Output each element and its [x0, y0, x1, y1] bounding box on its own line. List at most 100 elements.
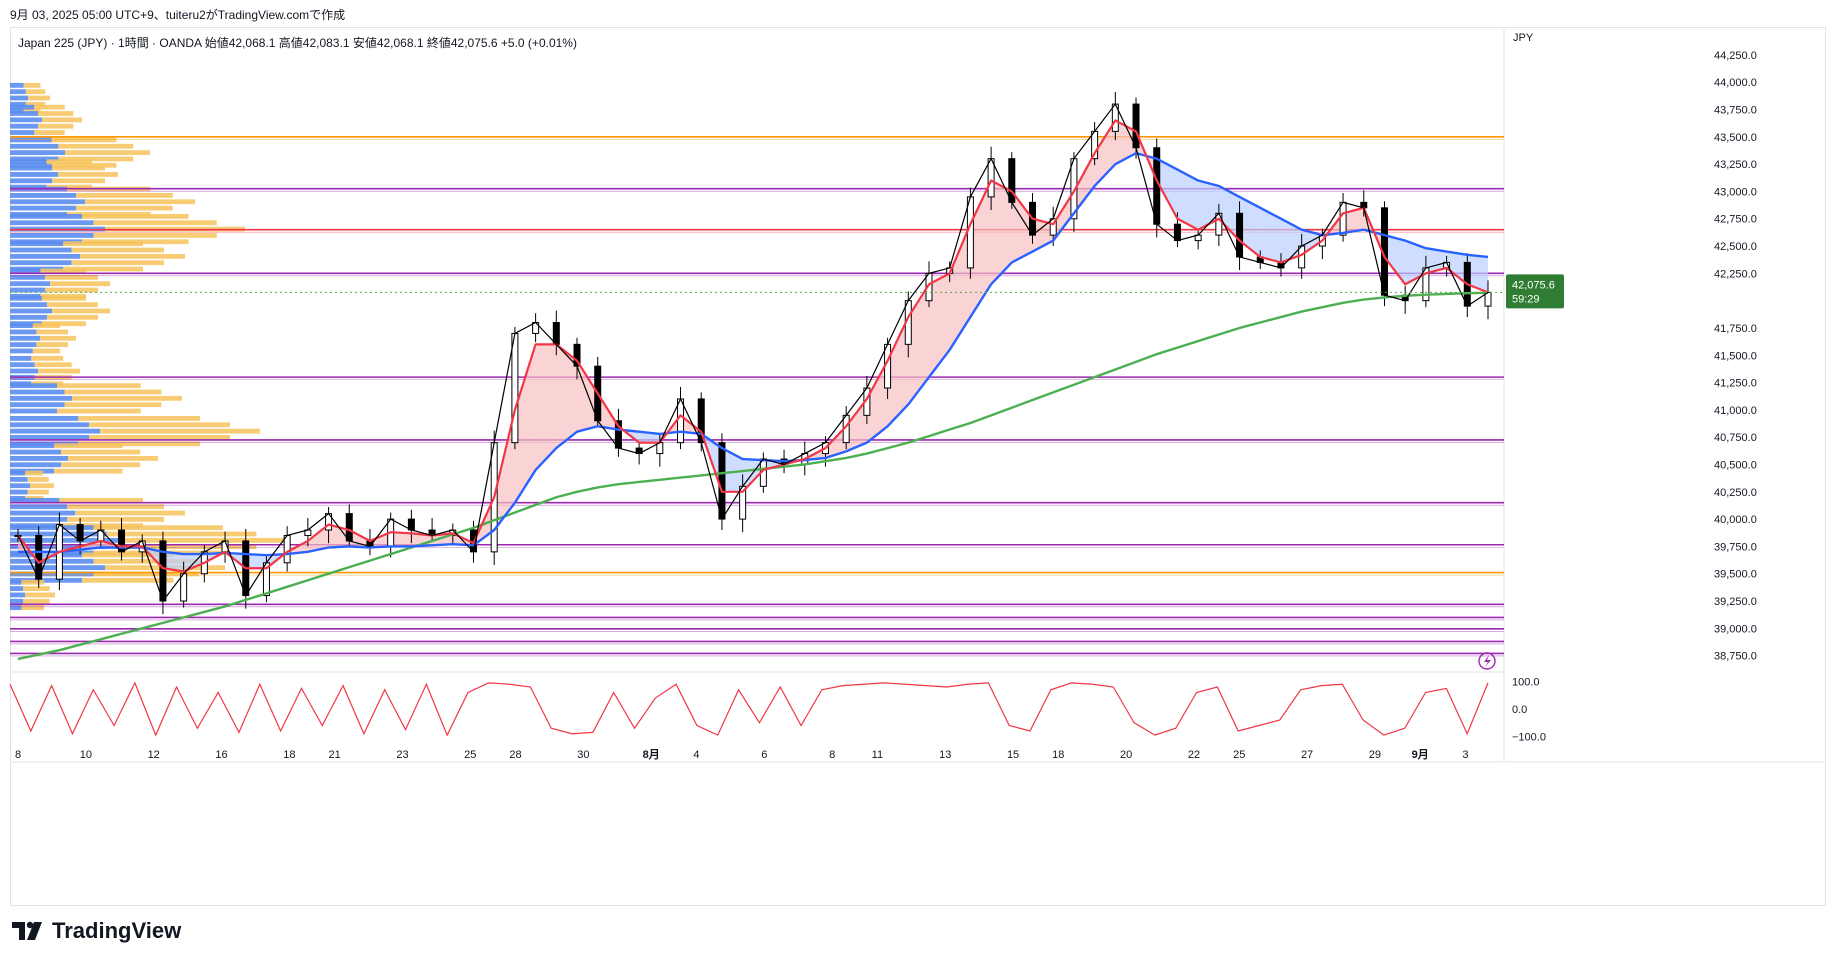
volume-profile-down-bar [63, 241, 144, 247]
volume-profile-up-bar [10, 162, 52, 168]
brand-name: TradingView [52, 918, 182, 943]
volume-profile-down-bar [52, 308, 110, 314]
volume-profile-down-bar [34, 130, 65, 135]
ema-cloud-fill [1384, 235, 1406, 285]
volume-profile-down-bar [85, 199, 195, 205]
volume-profile-up-bar [10, 150, 65, 156]
volume-profile-up-bar [10, 395, 72, 401]
ema-cloud-fill [721, 448, 743, 492]
time-tick-label: 21 [328, 749, 340, 761]
volume-profile-down-bar [23, 586, 50, 592]
price-tick-label: 39,250.0 [1714, 596, 1757, 608]
volume-profile-down-bar [41, 295, 86, 301]
volume-profile-up-bar [10, 111, 39, 116]
ema-cloud-fill [494, 409, 515, 531]
volume-profile-down-bar [45, 287, 98, 293]
volume-profile-up-bar [10, 308, 52, 314]
volume-profile-down-bar [78, 441, 200, 447]
volume-profile-down-bar [42, 117, 82, 123]
price-tick-label: 41,750.0 [1714, 323, 1757, 335]
ema-cloud-fill [245, 554, 267, 569]
volume-profile-up-bar [10, 579, 22, 585]
volume-profile-down-bar [89, 435, 230, 440]
ema-cloud-fill [556, 344, 578, 449]
volume-profile-up-bar [10, 295, 42, 301]
volume-profile-up-bar [10, 483, 30, 489]
volume-profile-down-bar [100, 428, 260, 434]
oscillator-tick-label: 100.0 [1512, 677, 1540, 689]
ema-cloud-fill [1073, 153, 1095, 214]
ema-cloud-fill [928, 273, 950, 378]
volume-profile-down-bar [52, 178, 106, 184]
volume-profile-down-bar [58, 143, 134, 149]
volume-profile-up-bar [10, 348, 33, 354]
volume-profile-down-bar [31, 355, 64, 361]
ema-cloud-fill [866, 360, 888, 443]
price-tick-label: 41,000.0 [1714, 405, 1757, 417]
ema-cloud-fill [1405, 240, 1426, 285]
volume-profile-up-bar [10, 476, 28, 482]
volume-profile-up-bar [10, 335, 40, 341]
ema-cloud-fill [1260, 207, 1281, 263]
close-line [17, 103, 1489, 602]
volume-profile-up-bar [10, 510, 75, 516]
volume-profile-down-bar [76, 193, 173, 198]
ema-cloud-fill [514, 344, 536, 503]
time-tick-label: 3 [1462, 749, 1468, 761]
tradingview-brand[interactable]: TradingView [12, 918, 181, 944]
price-tick-label: 43,750.0 [1714, 105, 1757, 117]
candle-body [718, 442, 726, 520]
volume-profile-up-bar [10, 314, 47, 320]
volume-profile-down-bar [106, 531, 257, 537]
ema-cloud-fill [1446, 251, 1468, 285]
oscillator-line [9, 681, 1489, 737]
volume-profile-up-bar [10, 489, 28, 495]
volume-profile-down-bar [82, 213, 189, 219]
volume-profile-down-bar [40, 335, 76, 341]
volume-profile-up-bar [10, 205, 76, 211]
volume-profile-up-bar [10, 104, 35, 110]
ema-cloud-fill [1156, 158, 1178, 219]
time-tick-label: 12 [148, 749, 160, 761]
volume-profile-down-bar [61, 449, 141, 455]
volume-profile-up-bar [10, 342, 37, 348]
volume-profile-down-bar [82, 552, 174, 558]
volume-profile-up-bar [10, 571, 94, 577]
candle-body [1173, 223, 1181, 242]
ema-cloud-fill [1467, 254, 1488, 293]
price-tick-label: 41,250.0 [1714, 378, 1757, 390]
volume-profile-up-bar [10, 137, 52, 143]
volume-profile-down-bar [68, 456, 158, 461]
volume-profile-down-bar [57, 408, 141, 414]
candle-body [1339, 201, 1347, 236]
volume-profile-down-bar [59, 497, 143, 503]
volume-profile-down-bar [93, 525, 223, 531]
time-tick-label: 8 [829, 749, 835, 761]
time-tick-label: 25 [1233, 749, 1245, 761]
volume-profile-down-bar [50, 281, 110, 287]
time-tick-label: 30 [577, 749, 589, 761]
volume-profile-down-bar [51, 137, 117, 143]
time-tick-label: 11 [872, 749, 883, 761]
price-tick-label: 43,250.0 [1714, 159, 1757, 171]
volume-profile-down-bar [27, 476, 49, 482]
candle-body [1132, 103, 1140, 149]
volume-profile-up-bar [10, 497, 60, 503]
volume-profile-up-bar [10, 193, 76, 198]
ema-cloud-fill [1053, 191, 1074, 241]
ema-cloud-fill [535, 344, 557, 470]
volume-profile-up-bar [10, 108, 24, 114]
volume-profile-up-bar [10, 443, 55, 449]
volume-profile-up-bar [10, 355, 32, 361]
volume-profile-down-bar [25, 592, 55, 598]
ema-cloud-fill [328, 524, 350, 548]
current-price-badge [1506, 274, 1564, 309]
volume-profile-down-bar [27, 489, 49, 495]
price-tick-label: 42,750.0 [1714, 214, 1757, 226]
volume-profile-up-bar [10, 213, 83, 219]
volume-profile-up-bar [10, 247, 72, 253]
time-tick-label: 4 [693, 749, 699, 761]
volume-profile-up-bar [10, 592, 25, 598]
volume-profile-up-bar [10, 95, 28, 101]
